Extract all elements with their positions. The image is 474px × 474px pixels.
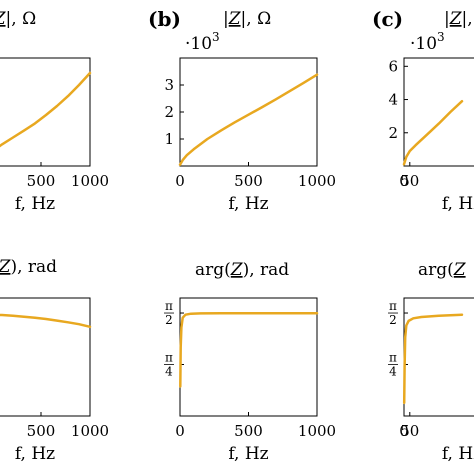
axes-frame (0, 57, 91, 167)
x-tick-label: 0 (399, 172, 409, 190)
y-tick-label: 3 (164, 76, 174, 94)
y-tick-label: 6 (388, 57, 398, 75)
title-variable: Z (0, 9, 7, 29)
series-line (402, 99, 464, 166)
chart-title: |Z|, Ω (0, 9, 36, 29)
title-variable: Z (449, 9, 463, 29)
panel-b-top: 0 500 1000 1 2 3 f, Hz |Z|, Ω·103(b) (148, 7, 336, 214)
axes-frame (403, 57, 474, 167)
series-line (179, 311, 319, 388)
x-axis-label: f, Hz (442, 444, 474, 464)
panel-a-bottom: 500 1000 f, Hz (Z), rad (0, 257, 109, 464)
x-axis-label: f, Hz (442, 194, 474, 214)
series-line (0, 313, 92, 329)
x-tick-label: 500 (27, 422, 56, 440)
y-scale-factor: ·103 (410, 30, 445, 54)
y-tick-numerator: π (389, 299, 397, 313)
x-tick-label: 0 (175, 422, 185, 440)
chart-title: |Z|, Ω (223, 9, 271, 29)
y-tick-denominator: 4 (389, 365, 397, 379)
title-variable: Z (453, 260, 467, 280)
panel-letter: (b) (148, 7, 181, 31)
chart-title: arg(Z (418, 260, 467, 280)
x-tick-label: 50 (400, 172, 419, 190)
y-tick-label: 4 (388, 91, 398, 109)
axes-frame (179, 297, 318, 417)
y-tick-denominator: 2 (389, 313, 397, 327)
axes-frame (179, 57, 318, 167)
series-line (402, 313, 464, 405)
x-axis-label: f, Hz (228, 444, 268, 464)
chart-title: (Z), rad (0, 257, 57, 277)
x-tick-label: 0 (399, 422, 409, 440)
chart-title: arg(Z), rad (195, 260, 289, 280)
x-tick-label: 500 (234, 172, 263, 190)
y-tick-numerator: π (389, 351, 397, 365)
x-axis-label: f, Hz (15, 444, 55, 464)
x-tick-label: 50 (400, 422, 419, 440)
panel-a-top: 500 1000 f, Hz |Z|, Ω (0, 9, 109, 214)
series-line (0, 71, 92, 148)
panel-c-top: 050 2 4 6 f, Hz |Z|, Ω·103 (c) (372, 7, 474, 214)
x-tick-label: 1000 (298, 422, 336, 440)
y-scale-factor: ·103 (185, 30, 220, 54)
x-tick-label: 500 (234, 422, 263, 440)
x-axis-label: f, Hz (15, 194, 55, 214)
chart-title: |Z|, Ω (444, 9, 474, 29)
y-tick-label: 2 (388, 124, 398, 142)
title-variable: Z (228, 9, 242, 29)
axes-frame (0, 297, 91, 417)
panel-letter: (c) (372, 7, 403, 31)
x-tick-label: 500 (27, 172, 56, 190)
x-tick-label: 0 (175, 172, 185, 190)
x-tick-label: 1000 (71, 422, 109, 440)
y-tick-numerator: π (165, 299, 173, 313)
series-line (178, 73, 319, 166)
y-tick-denominator: 2 (165, 313, 173, 327)
x-tick-label: 1000 (298, 172, 336, 190)
y-tick-label: 1 (164, 130, 174, 148)
y-tick-denominator: 4 (165, 365, 173, 379)
title-variable: Z (230, 260, 244, 280)
y-tick-numerator: π (165, 351, 173, 365)
x-axis-label: f, Hz (228, 194, 268, 214)
title-variable: Z (0, 257, 12, 277)
y-tick-label: 2 (164, 103, 174, 121)
x-tick-label: 1000 (71, 172, 109, 190)
